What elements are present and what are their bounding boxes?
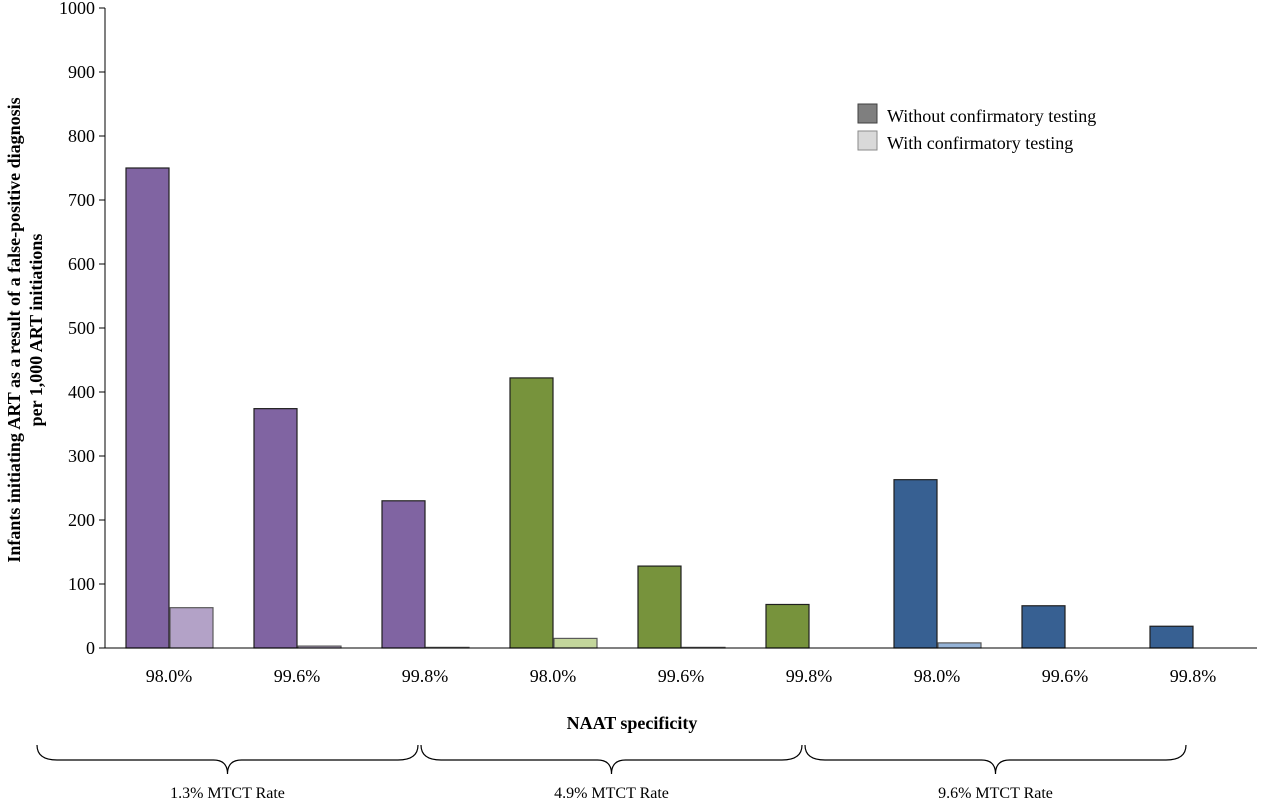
legend-label: Without confirmatory testing [887, 106, 1096, 126]
group-brace [36, 744, 419, 775]
y-tick-label: 1000 [59, 0, 95, 18]
bar-without-confirmatory [509, 377, 554, 649]
bar-without-confirmatory [381, 500, 426, 649]
bar-with-confirmatory [169, 607, 214, 649]
y-axis-ticks: 0 100 200 300 400 500 600 700 800 900 1000 [59, 0, 105, 658]
legend-swatch [857, 130, 878, 151]
y-axis-title-line2: per 1,000 ART initiations [26, 234, 46, 427]
x-tick-label: 99.6% [274, 666, 321, 686]
legend-label: With confirmatory testing [887, 133, 1073, 153]
bar-without-confirmatory [1021, 605, 1066, 649]
bar-without-confirmatory [637, 565, 682, 649]
group-brace [420, 744, 803, 775]
bar-without-confirmatory [1149, 625, 1194, 649]
y-tick-label: 300 [68, 446, 95, 466]
y-tick-label: 500 [68, 318, 95, 338]
bars [125, 167, 1194, 649]
y-tick-label: 100 [68, 574, 95, 594]
x-tick-label: 99.8% [786, 666, 833, 686]
y-tick-label: 600 [68, 254, 95, 274]
x-axis-ticks: 98.0% 99.6% 99.8% 98.0% 99.6% 99.8% 98.0% 99.6%… [146, 666, 1217, 686]
y-tick-label: 0 [86, 638, 95, 658]
x-tick-label: 98.0% [914, 666, 961, 686]
bar-with-confirmatory [937, 642, 982, 649]
bar-with-confirmatory [553, 637, 598, 649]
y-tick-label: 200 [68, 510, 95, 530]
x-tick-label: 99.8% [402, 666, 449, 686]
group-label: 4.9% MTCT Rate [554, 785, 669, 800]
bar-without-confirmatory [893, 479, 938, 649]
x-tick-label: 99.6% [658, 666, 705, 686]
y-tick-label: 400 [68, 382, 95, 402]
x-tick-label: 98.0% [146, 666, 193, 686]
group-label: 1.3% MTCT Rate [170, 785, 285, 800]
bar-without-confirmatory [765, 603, 810, 649]
x-tick-label: 99.8% [1170, 666, 1217, 686]
y-tick-label: 800 [68, 126, 95, 146]
y-axis-title-line1: Infants initiating ART as a result of a … [4, 97, 24, 562]
x-tick-label: 98.0% [530, 666, 577, 686]
group-label: 9.6% MTCT Rate [938, 785, 1053, 800]
y-tick-label: 900 [68, 62, 95, 82]
x-axis-title: NAAT specificity [567, 713, 698, 733]
x-tick-label: 99.6% [1042, 666, 1089, 686]
bar-without-confirmatory [125, 167, 170, 649]
y-tick-label: 700 [68, 190, 95, 210]
group-braces: 1.3% MTCT Rate 4.9% MTCT Rate 9.6% MTCT Ra… [36, 744, 1187, 800]
group-brace [804, 744, 1187, 775]
legend: Without confirmatory testing With confirm… [857, 103, 1096, 153]
legend-swatch [857, 103, 878, 124]
bar-without-confirmatory [253, 408, 298, 649]
y-axis-title: Infants initiating ART as a result of a … [4, 97, 46, 562]
